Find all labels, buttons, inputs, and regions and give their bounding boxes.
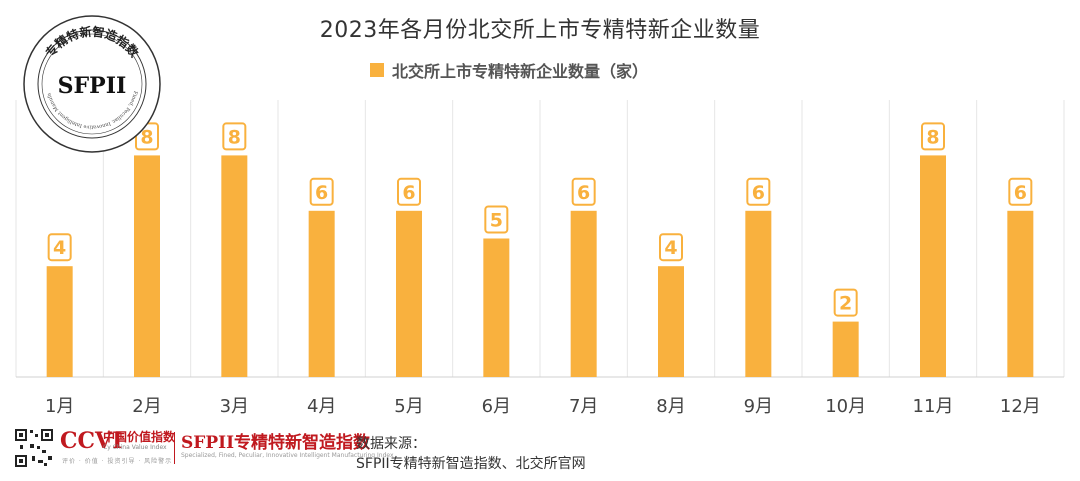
bar xyxy=(134,155,160,377)
data-label-box xyxy=(1008,177,1033,206)
x-tick-label: 10月 xyxy=(825,396,866,417)
data-label: 6 xyxy=(577,182,590,204)
data-label: 6 xyxy=(752,182,765,204)
footer-divider xyxy=(174,432,175,464)
data-label: 6 xyxy=(1014,182,1027,204)
data-label-box xyxy=(833,288,858,317)
seal-center-text: SFPII xyxy=(58,73,127,99)
footer: CCVI 中国价值指数 Cy China Value Index 评价 · 价值… xyxy=(0,420,1080,481)
data-label: 8 xyxy=(140,126,153,148)
data-label-box xyxy=(222,122,247,151)
data-label-box xyxy=(397,177,421,206)
data-label: 6 xyxy=(402,182,415,204)
data-label: 8 xyxy=(228,126,241,148)
bar xyxy=(832,321,859,377)
x-tick-label: 5月 xyxy=(394,396,423,417)
x-tick-label: 9月 xyxy=(744,396,773,417)
legend: 北交所上市专精特新企业数量（家） xyxy=(370,58,648,82)
bar xyxy=(570,210,597,377)
bar xyxy=(46,266,73,377)
bar xyxy=(396,210,422,377)
data-label: 8 xyxy=(926,126,939,148)
qr-code-icon xyxy=(14,428,54,468)
bar xyxy=(221,155,248,377)
bar xyxy=(658,266,684,377)
legend-label: 北交所上市专精特新企业数量（家） xyxy=(392,62,649,81)
data-label: 5 xyxy=(490,210,503,232)
sfpii-en: Specialized, Fined, Peculiar, Innovative… xyxy=(181,452,394,459)
bar xyxy=(920,155,946,377)
ccvi-logo: CCVI xyxy=(60,428,123,454)
ccvi-en: Cy China Value Index xyxy=(103,444,167,451)
ccvi-subtitle: 评价 · 价值 · 投资引导 · 风险警示 xyxy=(62,458,173,465)
data-label: 2 xyxy=(839,293,852,315)
data-label-box xyxy=(309,177,334,206)
data-label-box xyxy=(47,233,72,262)
bar xyxy=(308,210,335,377)
bar xyxy=(745,210,772,377)
bar xyxy=(483,238,510,377)
x-tick-label: 11月 xyxy=(913,396,954,417)
bar xyxy=(1007,210,1034,377)
data-label: 4 xyxy=(664,237,677,259)
x-tick-label: 3月 xyxy=(220,396,249,417)
x-tick-label: 12月 xyxy=(1000,396,1041,417)
data-label-box xyxy=(921,122,945,151)
data-label: 4 xyxy=(53,237,66,259)
source-label: 数据来源： xyxy=(356,436,426,452)
chart: 4 1月 8 2月 8 3月 6 4月 6 5月 5 6月 6 7月 4 8月 6 9月 2 10月 8 11月 6 12月 xyxy=(15,100,1065,417)
data-label-box xyxy=(659,233,683,262)
sfpii-logo: SFPII专精特新智造指数 xyxy=(181,433,371,453)
data-label-box xyxy=(571,177,596,206)
data-label-box xyxy=(746,177,771,206)
chart-title: 2023年各月份北交所上市专精特新企业数量 xyxy=(319,18,761,43)
data-label: 6 xyxy=(315,182,328,204)
data-label-box xyxy=(484,205,509,234)
x-tick-label: 6月 xyxy=(482,396,511,417)
ccvi-name: 中国价值指数 xyxy=(103,430,176,444)
x-tick-label: 2月 xyxy=(132,396,161,417)
x-tick-label: 8月 xyxy=(656,396,685,417)
x-tick-label: 1月 xyxy=(45,396,74,417)
x-tick-label: 4月 xyxy=(307,396,336,417)
source-text: SFPII专精特新智造指数、北交所官网 xyxy=(356,456,586,472)
legend-swatch xyxy=(370,63,384,77)
x-tick-label: 7月 xyxy=(569,396,598,417)
sfpii-seal: 专精特新智造指数 Specialized, Fined, Peculiar, I… xyxy=(22,14,161,153)
